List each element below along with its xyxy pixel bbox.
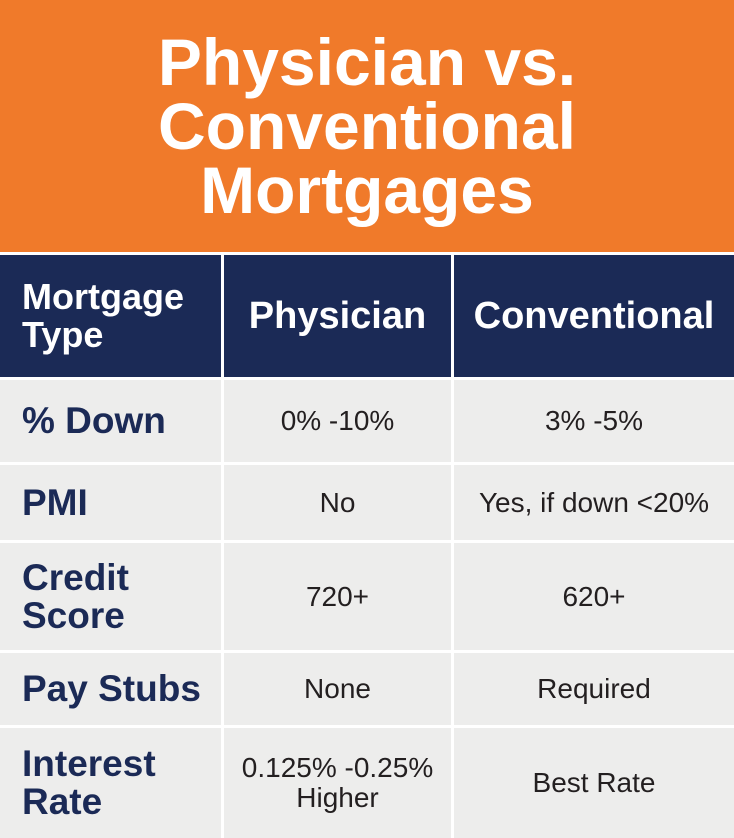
conventional-down: 3% -5% <box>454 380 734 462</box>
conventional-pmi: Yes, if down <20% <box>454 465 734 540</box>
conventional-credit-score: 620+ <box>454 543 734 650</box>
conventional-interest-rate: Best Rate <box>454 728 734 838</box>
header-conventional: Conventional <box>454 255 734 377</box>
row-label-interest-rate: Interest Rate <box>0 728 221 838</box>
conventional-pay-stubs: Required <box>454 653 734 725</box>
credit-score-text: Credit Score <box>22 556 129 636</box>
physician-interest-text: 0.125% -0.25% Higher <box>241 752 434 813</box>
physician-down: 0% -10% <box>224 380 451 462</box>
title-text: Physician vs. Conventional Mortgages <box>157 25 577 227</box>
header-mortgage-type: Mortgage Type <box>0 255 221 377</box>
page-title: Physician vs. Conventional Mortgages <box>0 0 734 252</box>
row-label-credit-score: Credit Score <box>0 543 221 650</box>
row-label-pay-stubs: Pay Stubs <box>0 653 221 725</box>
physician-pay-stubs: None <box>224 653 451 725</box>
row-label-pmi: PMI <box>0 465 221 540</box>
physician-credit-score: 720+ <box>224 543 451 650</box>
header-physician: Physician <box>224 255 451 377</box>
comparison-table: Mortgage Type Physician Conventional % D… <box>0 255 734 838</box>
physician-interest-rate: 0.125% -0.25% Higher <box>224 728 451 838</box>
physician-pmi: No <box>224 465 451 540</box>
row-label-down: % Down <box>0 380 221 462</box>
interest-rate-text: Interest Rate <box>22 743 156 822</box>
